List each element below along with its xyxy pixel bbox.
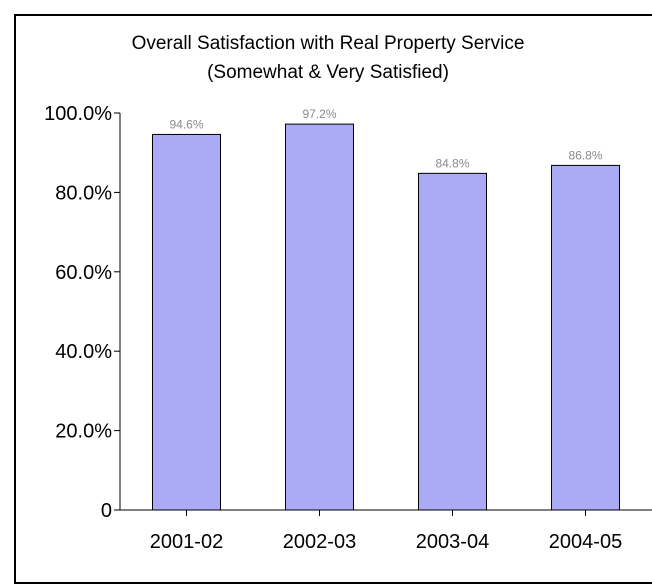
y-tick-label: 80.0% (55, 182, 112, 204)
bar-chart: 0 20.0% 40.0% 60.0% 80.0% 100.0% 94.6% 2001-02 9… (44, 103, 652, 553)
y-tick-label: 60.0% (55, 262, 112, 284)
bar (152, 133, 221, 511)
data-label: 84.8% (435, 156, 469, 170)
data-label: 86.8% (568, 148, 602, 162)
chart-title: Overall Satisfaction with Real Property … (131, 33, 525, 54)
y-tick-label: 100.0% (44, 103, 112, 125)
data-label: 94.6% (169, 117, 203, 131)
x-tick-label: 2004-05 (549, 531, 622, 553)
y-tick-label: 0 (101, 500, 112, 522)
bar (418, 172, 487, 511)
bar (551, 164, 620, 511)
y-tick-label: 40.0% (55, 341, 112, 363)
x-tick-label: 2002-03 (283, 531, 356, 553)
x-tick-label: 2003-04 (416, 531, 489, 553)
chart-subtitle: (Somewhat & Very Satisfied) (207, 62, 449, 83)
bar (285, 123, 354, 511)
data-label: 97.2% (302, 107, 336, 121)
y-tick-label: 20.0% (55, 421, 112, 443)
x-tick-label: 2001-02 (150, 531, 223, 553)
